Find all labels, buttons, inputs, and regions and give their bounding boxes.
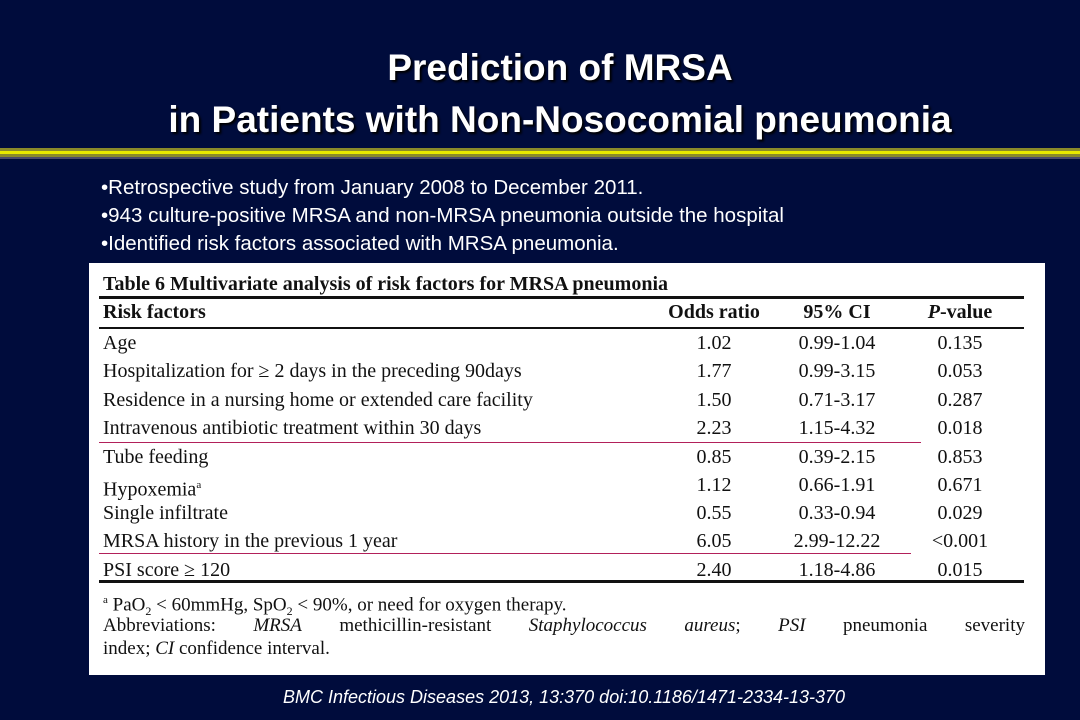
- bullet-item: •Identified risk factors associated with…: [101, 232, 619, 255]
- highlight-underline: [99, 553, 911, 554]
- table-caption: Table 6 Multivariate analysis of risk fa…: [103, 273, 669, 295]
- abbrev-text: index;: [103, 638, 156, 659]
- header-odds-ratio: Odds ratio: [668, 301, 760, 323]
- abbrev-term: CI: [155, 638, 175, 659]
- row-odds-ratio: 1.12: [696, 474, 732, 496]
- row-ci: 0.39-2.15: [798, 446, 876, 468]
- title-divider-band-shadow: [0, 157, 1080, 159]
- row-odds-ratio: 0.85: [696, 446, 732, 468]
- bullet-list: •Retrospective study from January 2008 t…: [101, 174, 784, 258]
- row-factor-footnote-marker: a: [196, 479, 202, 491]
- row-odds-ratio: 1.77: [696, 360, 732, 382]
- bullet-item: •Retrospective study from January 2008 t…: [101, 176, 644, 199]
- footnote-text: < 60mmHg, SpO: [151, 594, 287, 616]
- row-factor: Residence in a nursing home or extended …: [103, 389, 533, 411]
- row-factor: Intravenous antibiotic treatment within …: [103, 417, 482, 439]
- header-p-value: P-value: [902, 300, 1018, 324]
- abbrev-text: Abbreviations:: [103, 615, 254, 636]
- abbrev-text: methicillin-resistant: [301, 615, 529, 636]
- risk-factor-table: Table 6 Multivariate analysis of risk fa…: [89, 263, 1045, 675]
- table-footnote: a PaO2 < 60mmHg, SpO2 < 90%, or need for…: [103, 588, 566, 623]
- header-p-italic: P: [927, 301, 940, 323]
- row-ci: 0.99-3.15: [798, 360, 876, 382]
- header-p-rest: -value: [940, 301, 993, 323]
- slide-title-line-1: Prediction of MRSA: [387, 47, 733, 88]
- title-divider-band-yellow: [0, 151, 1080, 154]
- abbrev-term: PSI: [778, 615, 806, 636]
- table-abbreviations: Abbreviations: MRSA methicillin-resistan…: [103, 614, 1025, 638]
- table-abbreviations-continued: index; CI confidence interval.: [103, 637, 330, 661]
- footnote-text: PaO: [107, 594, 146, 616]
- row-p-value: 0.287: [937, 389, 983, 411]
- row-odds-ratio: 2.23: [696, 417, 732, 439]
- table-header-rule: [99, 327, 1024, 329]
- row-ci: 0.33-0.94: [798, 502, 876, 524]
- abbrev-text: ;: [735, 615, 779, 636]
- row-odds-ratio: 2.40: [696, 559, 732, 581]
- row-factor: Single infiltrate: [103, 502, 228, 524]
- row-ci: 1.18-4.86: [798, 559, 876, 581]
- title-divider-band: [0, 154, 1080, 157]
- row-ci: 2.99-12.22: [793, 530, 881, 552]
- abbrev-organism: Staphylococcus aureus: [528, 615, 736, 636]
- title-divider-band: [0, 148, 1080, 151]
- row-factor: Age: [103, 332, 137, 354]
- row-factor-text: Hypoxemia: [103, 478, 197, 501]
- row-odds-ratio: 1.50: [696, 389, 732, 411]
- abbrev-text: confidence interval.: [174, 638, 330, 659]
- row-odds-ratio: 1.02: [696, 332, 732, 354]
- row-p-value: 0.018: [937, 417, 983, 439]
- table-bottom-rule: [99, 580, 1024, 583]
- row-ci: 0.71-3.17: [798, 389, 876, 411]
- row-ci: 0.66-1.91: [798, 474, 876, 496]
- abbrev-term: MRSA: [253, 615, 302, 636]
- footnote-subscript: 2: [286, 604, 293, 619]
- table-top-rule: [99, 296, 1024, 299]
- row-p-value: 0.671: [937, 474, 983, 496]
- row-factor: Hypoxemiaa: [103, 473, 201, 502]
- row-odds-ratio: 6.05: [696, 530, 732, 552]
- row-ci: 1.15-4.32: [798, 417, 876, 439]
- row-factor: Hospitalization for ≥ 2 days in the prec…: [103, 360, 522, 382]
- row-p-value: 0.135: [937, 332, 983, 354]
- row-p-value: 0.015: [937, 559, 983, 581]
- row-factor: MRSA history in the previous 1 year: [103, 530, 398, 552]
- row-p-value: 0.029: [937, 502, 983, 524]
- row-factor: Tube feeding: [103, 446, 209, 468]
- row-p-value: 0.853: [937, 446, 983, 468]
- row-odds-ratio: 0.55: [696, 502, 732, 524]
- row-p-value: <0.001: [931, 530, 989, 552]
- slide-title: Prediction of MRSA in Patients with Non-…: [0, 42, 1080, 146]
- footnote-marker: a: [103, 594, 108, 606]
- footnote-text: < 90%, or need for oxygen therapy.: [292, 594, 567, 616]
- header-risk-factors: Risk factors: [103, 301, 206, 323]
- bullet-item: •943 culture-positive MRSA and non-MRSA …: [101, 204, 784, 227]
- abbrev-text: pneumonia severity: [805, 615, 1025, 636]
- header-95-ci: 95% CI: [803, 301, 871, 323]
- row-p-value: 0.053: [937, 360, 983, 382]
- footnote-subscript: 2: [145, 604, 152, 619]
- citation: BMC Infectious Diseases 2013, 13:370 doi…: [283, 687, 846, 707]
- highlight-underline: [99, 442, 921, 443]
- slide-title-line-2: in Patients with Non-Nosocomial pneumoni…: [168, 99, 952, 140]
- row-ci: 0.99-1.04: [798, 332, 876, 354]
- row-factor: PSI score ≥ 120: [103, 559, 231, 581]
